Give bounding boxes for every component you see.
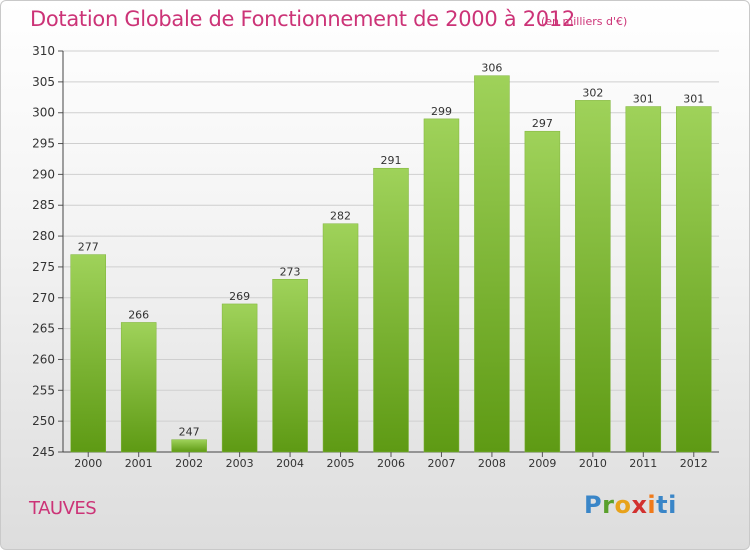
y-tick-label: 270 [32, 291, 55, 305]
bar-value-label: 299 [431, 105, 452, 118]
x-tick-label: 2004 [276, 457, 304, 470]
chart-title: Dotation Globale de Fonctionnement de 20… [30, 7, 575, 31]
bar-value-label: 277 [78, 241, 99, 254]
y-tick-label: 275 [32, 260, 55, 274]
x-tick-label: 2011 [629, 457, 657, 470]
logo-letter: i [668, 491, 677, 519]
y-tick-label: 260 [32, 352, 55, 366]
x-tick-label: 2007 [427, 457, 455, 470]
bar-value-label: 266 [128, 308, 149, 321]
bar-value-label: 273 [280, 265, 301, 278]
bar-value-label: 302 [582, 86, 603, 99]
bar [676, 106, 712, 453]
x-tick-label: 2006 [377, 457, 405, 470]
bar-value-label: 297 [532, 117, 553, 130]
commune-name: TAUVES [29, 498, 97, 519]
y-tick-label: 245 [32, 445, 55, 459]
bar [474, 75, 510, 453]
x-tick-label: 2005 [327, 457, 355, 470]
bar-value-label: 269 [229, 290, 250, 303]
bar [575, 100, 611, 453]
bar-value-label: 306 [481, 62, 502, 75]
bar [322, 223, 359, 453]
bar-value-label: 247 [179, 426, 200, 439]
bar [70, 254, 106, 453]
bar [625, 106, 662, 453]
bar [272, 279, 308, 453]
unit-note: (en milliers d'€) [541, 15, 628, 28]
x-tick-label: 2000 [74, 457, 102, 470]
bar [221, 303, 258, 453]
x-tick-label: 2001 [125, 457, 153, 470]
x-tick-label: 2008 [478, 457, 506, 470]
y-tick-label: 295 [32, 137, 55, 151]
y-tick-label: 310 [32, 44, 55, 58]
bar [120, 322, 157, 453]
logo-letter: i [647, 491, 657, 519]
y-tick-label: 255 [32, 383, 55, 397]
logo-letter: r [602, 491, 615, 519]
bar-value-label: 282 [330, 210, 351, 223]
x-tick-label: 2012 [680, 457, 708, 470]
bar [373, 167, 409, 453]
y-tick-label: 250 [32, 414, 55, 428]
y-tick-label: 305 [32, 75, 55, 89]
x-tick-label: 2010 [579, 457, 607, 470]
x-tick-label: 2002 [175, 457, 203, 470]
y-tick-label: 290 [32, 167, 55, 181]
logo-letter: o [614, 491, 632, 519]
bar-value-label: 301 [633, 93, 654, 106]
bar-value-label: 301 [683, 93, 704, 106]
bar [524, 130, 561, 453]
logo-letter: t [656, 491, 669, 519]
logo-letter: x [631, 491, 648, 519]
bar [171, 439, 207, 453]
logo-letter: P [584, 491, 603, 519]
y-tick-label: 285 [32, 198, 55, 212]
bar [423, 118, 460, 453]
bar-value-label: 291 [381, 154, 402, 167]
x-tick-label: 2009 [528, 457, 556, 470]
x-tick-label: 2003 [226, 457, 254, 470]
proxiti-logo[interactable]: Proxiti [584, 491, 677, 519]
y-tick-label: 265 [32, 322, 55, 336]
y-tick-label: 280 [32, 229, 55, 243]
y-tick-label: 300 [32, 106, 55, 120]
